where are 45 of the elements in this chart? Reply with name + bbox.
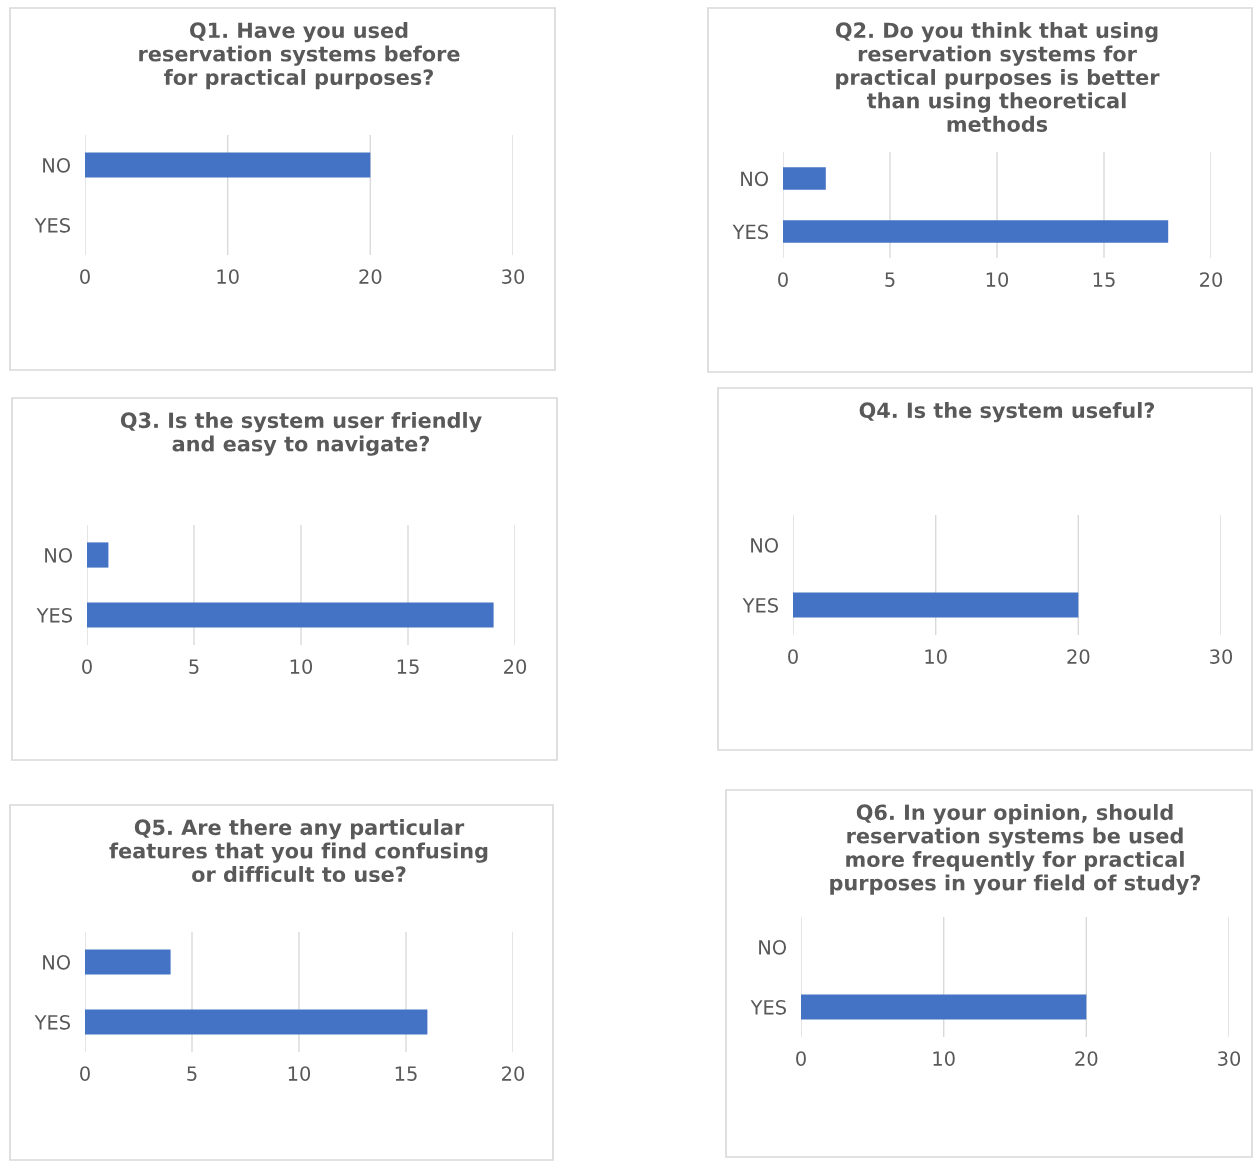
x-tick-label: 20 [1075, 1051, 1098, 1066]
x-tick-label: 20 [502, 1066, 525, 1081]
y-tick-label: YES [36, 607, 73, 623]
x-tick-label: 10 [925, 649, 947, 664]
chart-title: Q3. Is the system user friendly and easy to navigate? [120, 412, 482, 456]
x-tick-label: 10 [986, 272, 1009, 287]
x-tick-label: 0 [82, 659, 92, 674]
x-tick-label: 30 [502, 269, 525, 284]
x-tick-label: 0 [796, 1051, 806, 1066]
y-tick-label: YES [34, 1014, 71, 1030]
x-tick-label: 5 [189, 659, 199, 674]
x-tick-label: 5 [187, 1066, 197, 1081]
y-tick-label: NO [741, 171, 769, 187]
x-tick-label: 30 [1210, 649, 1233, 664]
x-tick-label: 20 [359, 269, 382, 284]
x-tick-label: 10 [217, 269, 239, 284]
x-tick-label: 0 [80, 269, 90, 284]
y-tick-label: NO [43, 954, 71, 970]
x-tick-label: 10 [933, 1051, 955, 1066]
x-tick-label: 10 [290, 659, 313, 674]
x-tick-label: 15 [397, 659, 419, 674]
x-tick-label: 0 [788, 649, 798, 664]
x-tick-label: 20 [504, 659, 527, 674]
y-tick-label: NO [751, 537, 779, 553]
y-tick-label: NO [759, 939, 787, 955]
x-tick-label: 20 [1067, 649, 1090, 664]
y-tick-label: NO [45, 547, 73, 563]
y-tick-label: NO [43, 157, 71, 173]
chart-title: Q6. In your opinion, should reservation systems be used more frequently for practical purposes in your field of study? [830, 804, 1201, 895]
x-tick-label: 15 [1093, 272, 1115, 287]
y-tick-label: YES [732, 224, 769, 240]
chart-title: Q4. Is the system useful? [859, 402, 1155, 423]
chart-title: Q5. Are there any particular features that you find confusing or difficult to use? [109, 819, 488, 883]
x-tick-label: 15 [395, 1066, 417, 1081]
x-tick-label: 0 [80, 1066, 90, 1081]
x-tick-label: 20 [1200, 272, 1223, 287]
chart-title: Q1. Have you used reservation systems before for practical purposes? [139, 22, 460, 90]
x-tick-label: 0 [778, 272, 788, 287]
chart-title: Q2. Do you think that using reservation systems for practical purposes is better than using theoretical methods [835, 22, 1160, 132]
y-tick-label: YES [742, 597, 779, 613]
x-tick-label: 5 [885, 272, 895, 287]
x-tick-label: 30 [1218, 1051, 1241, 1066]
x-tick-label: 10 [288, 1066, 311, 1081]
y-tick-label: YES [34, 217, 71, 233]
y-tick-label: YES [750, 999, 787, 1015]
